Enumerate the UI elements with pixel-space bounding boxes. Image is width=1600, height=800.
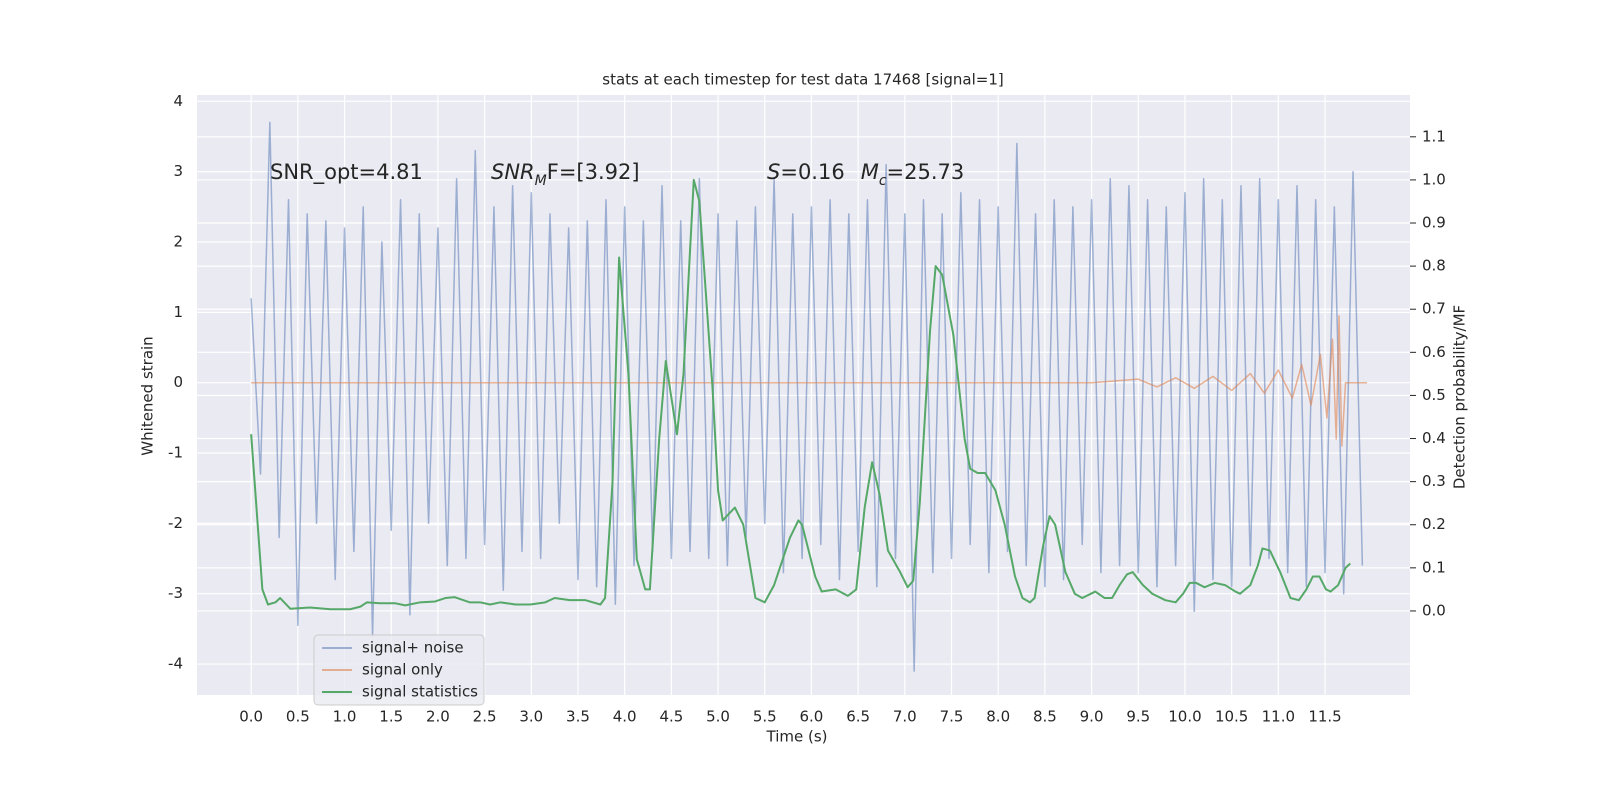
chart-title: stats at each timestep for test data 174… xyxy=(602,71,1003,89)
x-tick-label: 1.0 xyxy=(333,708,357,726)
legend-label: signal statistics xyxy=(362,683,478,701)
x-tick-label: 0.5 xyxy=(286,708,310,726)
y-tick-label: 0 xyxy=(173,373,183,391)
annotation-part: M xyxy=(861,160,879,184)
legend-label: signal+ noise xyxy=(362,639,464,657)
y-tick-label: 4 xyxy=(173,92,183,110)
x-tick-label: 10.5 xyxy=(1215,708,1248,726)
x-tick-label: 5.5 xyxy=(753,708,777,726)
annotation: SNR_opt=4.81 xyxy=(270,160,423,185)
y2-axis-label: Detection probability/MF xyxy=(1451,305,1469,489)
annotation-part: F=[3.92] xyxy=(547,160,640,184)
series-line xyxy=(251,315,1368,447)
annotation: S=0.16 Mc=25.73 xyxy=(767,160,964,189)
x-tick-label: 5.0 xyxy=(706,708,730,726)
y2-tick-label: 0.6 xyxy=(1422,343,1446,361)
y2-tick-label: 0.9 xyxy=(1422,214,1446,232)
y-tick-label: -4 xyxy=(168,655,183,673)
x-tick-label: 0.0 xyxy=(239,708,263,726)
y-axis-label: Whitened strain xyxy=(139,336,157,455)
x-tick-label: 9.0 xyxy=(1080,708,1104,726)
y2-tick-label: 1.0 xyxy=(1422,170,1446,188)
y2-tick-label: 0.7 xyxy=(1422,300,1446,318)
x-tick-label: 9.5 xyxy=(1126,708,1150,726)
x-tick-label: 11.0 xyxy=(1262,708,1295,726)
x-tick-label: 3.0 xyxy=(519,708,543,726)
annotation-part: SNR xyxy=(491,160,535,184)
x-tick-label: 4.0 xyxy=(613,708,637,726)
x-tick-label: 11.5 xyxy=(1308,708,1341,726)
annotation-part: =25.73 xyxy=(887,160,965,184)
y-tick-label: 2 xyxy=(173,233,183,251)
x-tick-label: 6.5 xyxy=(846,708,870,726)
y2-tick-label: 0.8 xyxy=(1422,257,1446,275)
annotation-part: c xyxy=(879,173,887,189)
x-tick-label: 2.0 xyxy=(426,708,450,726)
legend-label: signal only xyxy=(362,661,443,679)
annotation: SNRMF=[3.92] xyxy=(491,160,640,189)
x-tick-label: 4.5 xyxy=(659,708,683,726)
y2-tick-label: 0.0 xyxy=(1422,601,1446,619)
x-tick-label: 1.5 xyxy=(379,708,403,726)
y2-tick-label: 0.3 xyxy=(1422,472,1446,490)
annotation-part: S xyxy=(767,160,780,184)
legend-box xyxy=(313,634,485,706)
y2-tick-label: 1.1 xyxy=(1422,127,1446,145)
x-tick-label: 8.0 xyxy=(986,708,1010,726)
y-tick-label: 3 xyxy=(173,162,183,180)
annotation-part: M xyxy=(535,173,547,189)
y2-tick-label: 0.5 xyxy=(1422,386,1446,404)
y-tick-label: -3 xyxy=(168,584,183,602)
y-tick-label: -2 xyxy=(168,514,183,532)
y-tick-label: 1 xyxy=(173,303,183,321)
annotation-part: =0.16 xyxy=(780,160,844,184)
x-tick-label: 2.5 xyxy=(473,708,497,726)
y2-tick-label: 0.4 xyxy=(1422,429,1446,447)
x-tick-label: 7.0 xyxy=(893,708,917,726)
y-tick-label: -1 xyxy=(168,444,183,462)
y2-tick-label: 0.1 xyxy=(1422,558,1446,576)
x-tick-label: 8.5 xyxy=(1033,708,1057,726)
x-axis-label: Time (s) xyxy=(766,728,828,746)
y2-tick-label: 0.2 xyxy=(1422,515,1446,533)
x-tick-label: 6.0 xyxy=(800,708,824,726)
x-tick-label: 10.0 xyxy=(1168,708,1201,726)
series-line xyxy=(250,178,1351,611)
x-tick-label: 7.5 xyxy=(940,708,964,726)
x-tick-label: 3.5 xyxy=(566,708,590,726)
